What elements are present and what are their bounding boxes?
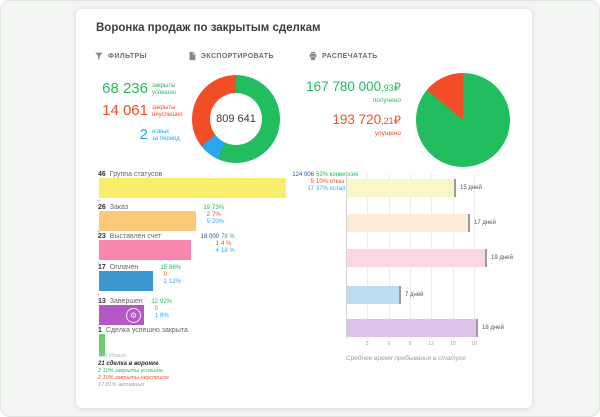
stage-separator-plus: +: [97, 324, 101, 330]
funnel-row-label: 13 Завершен: [98, 298, 143, 305]
y-axis-line: [346, 174, 347, 339]
duration-bar-status-group: [347, 179, 454, 197]
funnel-row-label: 26 Заказ: [98, 204, 129, 211]
closed-won-label-1: закрыты: [152, 83, 176, 89]
legend-active: 17 81% активных: [98, 382, 145, 388]
funnel-bar-status-group[interactable]: [99, 178, 286, 198]
stage-separator-plus: +: [97, 261, 101, 267]
funnel-row-stats: 12 92% 0 1 8%: [151, 299, 173, 319]
print-button[interactable]: РАСПЕЧАТАТЬ: [308, 51, 378, 61]
duration-bar-completed: [347, 319, 476, 337]
export-document-icon: [189, 51, 196, 61]
funnel-bar-invoice[interactable]: [99, 240, 191, 260]
funnel-row-label: 23 Выставлен счет: [98, 233, 162, 240]
print-button-label: РАСПЕЧАТАТЬ: [322, 52, 378, 60]
stat-closed-won: 68 236 закрыты успешно: [96, 81, 176, 96]
export-button[interactable]: ЭКСПОРТИРОВАТЬ: [187, 51, 274, 61]
x-tick: 3: [365, 341, 369, 347]
stat-new-deals: 2 новых за период: [96, 127, 180, 142]
received-label: получено: [372, 97, 401, 104]
gear-icon: ⚙: [129, 310, 138, 320]
duration-value: 18 дней: [482, 325, 504, 331]
ruble-sign: ₽: [393, 115, 401, 127]
donut-center-value: 809 641: [216, 113, 256, 125]
funnel-bar-deal-won[interactable]: [99, 334, 105, 356]
duration-bar-paid: [347, 286, 399, 304]
duration-chart-caption: Среднее время пребывания в статусе: [346, 355, 466, 362]
closed-won-value: 68 236: [102, 80, 148, 97]
funnel-bar-completed[interactable]: ⚙: [99, 305, 144, 325]
money-summary: 167 780 000,93₽ получено 193 720,21₽ упу…: [246, 79, 401, 138]
new-deals-label-1: новых: [152, 129, 170, 135]
funnel-row-stats: 124 006 53% конверсия 5 10% отказ 17 37% ос…: [292, 172, 359, 192]
filter-icon: [95, 52, 103, 60]
duration-bar-invoice: [347, 249, 485, 267]
stage-separator-plus: +: [97, 293, 101, 299]
x-tick: 18: [470, 341, 478, 347]
stat-closed-lost: 14 061 закрыты неуспешно: [96, 102, 183, 119]
funnel-row-stats: 15 88% 0 2 12%: [160, 265, 182, 285]
new-deals-value: 2: [139, 126, 148, 143]
stage-separator-plus: +: [97, 199, 101, 205]
duration-value: 7 дней: [405, 292, 424, 298]
legend-total: 126 Итого: [98, 353, 126, 359]
export-button-label: ЭКСПОРТИРОВАТЬ: [201, 52, 274, 60]
stage-settings-button[interactable]: ⚙: [126, 307, 141, 323]
funnel-bar-paid[interactable]: [99, 271, 153, 291]
closed-lost-label-1: закрыты: [152, 105, 176, 111]
new-deals-label-2: за период: [152, 135, 180, 142]
filters-button[interactable]: ФИЛЬТРЫ: [94, 51, 147, 61]
closed-won-label-2: успешно: [152, 89, 176, 96]
duration-chart: 15 дней 17 дней 19 дней 7 дней 18 дней 3…: [346, 169, 516, 373]
legend-in-funnel: 21 сделка в воронке: [98, 361, 159, 367]
stage-separator-plus: +: [97, 230, 101, 236]
duration-value: 17 дней: [474, 220, 496, 226]
filters-button-label: ФИЛЬТРЫ: [108, 52, 147, 60]
duration-bar-order: [347, 214, 468, 232]
closed-lost-value: 14 061: [102, 102, 148, 119]
ruble-sign: ₽: [393, 82, 401, 94]
lost-amount: 193 720,21₽: [332, 112, 401, 128]
funnel-row-label: 46 Группа статусов: [98, 171, 163, 178]
legend-won: 2 10% закрыты успешно: [98, 368, 163, 374]
funnel-row-label: 1 Сделка успешно закрыта: [98, 327, 188, 334]
x-tick: 15: [449, 341, 457, 347]
closed-lost-label-2: неуспешно: [152, 111, 183, 118]
legend-lost: 2 10% закрыты неуспешно: [98, 375, 169, 381]
funnel-row-label: 17 Оплачен: [98, 264, 139, 271]
money-pie-chart: [416, 73, 510, 167]
funnel-legend: 126 Итого 21 сделка в воронке 2 10% закр…: [98, 353, 169, 389]
printer-icon: [309, 51, 317, 61]
duration-value: 19 дней: [491, 255, 513, 261]
sales-funnel-widget: Воронка продаж по закрытым сделкам ФИЛЬТ…: [76, 9, 532, 408]
lost-label: упущено: [374, 130, 401, 137]
funnel-bar-order[interactable]: [99, 211, 196, 231]
duration-value: 15 дней: [460, 185, 482, 191]
x-tick: 6: [387, 341, 391, 347]
x-tick: 12: [427, 341, 435, 347]
x-tick: 9: [408, 341, 412, 347]
funnel-row-stats: 19 73% 2 7% 5 20%: [203, 205, 225, 225]
widget-title: Воронка продаж по закрытым сделкам: [96, 22, 321, 34]
received-amount: 167 780 000,93₽: [306, 79, 401, 95]
